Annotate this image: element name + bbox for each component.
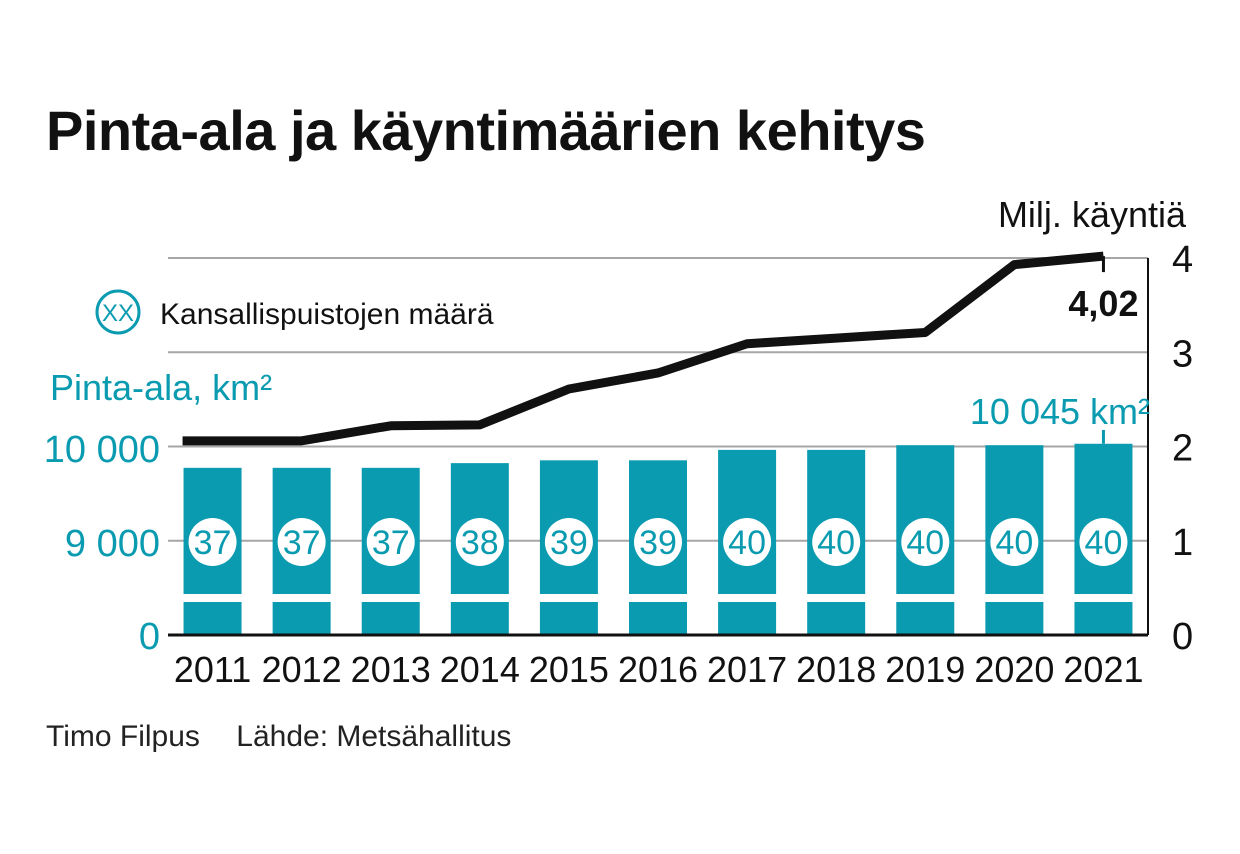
- labels: 4,02 10 045 km²: [970, 256, 1150, 444]
- x-tick-2017: 2017: [707, 649, 787, 690]
- park-count-badge-2018: [812, 518, 861, 566]
- x-tick-2018: 2018: [796, 649, 876, 690]
- grid-lines: [168, 257, 1148, 542]
- bar-base-2016: [629, 602, 687, 635]
- park-count-2016: 39: [639, 524, 677, 562]
- park-count-2018: 40: [817, 524, 855, 562]
- x-tick-2021: 2021: [1063, 649, 1143, 690]
- right-tick-4: 4: [1172, 239, 1193, 281]
- x-tick-2014: 2014: [440, 649, 520, 690]
- x-tick-2011: 2011: [174, 649, 251, 690]
- bars: 37 37 37 38 39 39 40 40 40 40 40: [183, 443, 1133, 635]
- x-tick-2012: 2012: [262, 649, 342, 690]
- left-axis-label: Pinta-ala, km²: [50, 367, 272, 408]
- bar-base-2018: [807, 602, 866, 635]
- park-count-badge-2011: [188, 518, 237, 566]
- bar-base-2014: [450, 602, 509, 635]
- bar-base-2020: [985, 602, 1044, 635]
- park-count-badge-2014: [455, 518, 504, 566]
- bar-base-2015: [539, 602, 598, 635]
- bar-base-2012: [272, 602, 331, 635]
- x-tick-2013: 2013: [351, 649, 431, 690]
- bar-base-2019: [896, 602, 955, 635]
- park-count-2020: 40: [995, 524, 1033, 562]
- park-count-badge-2017: [723, 518, 772, 566]
- x-tick-2016: 2016: [618, 649, 698, 690]
- right-tick-0: 0: [1172, 616, 1193, 658]
- chart-title: Pinta-ala ja käyntimäärien kehitys: [46, 99, 926, 162]
- left-tick-10000: 10 000: [44, 429, 160, 471]
- credits: Timo Filpus Lähde: Metsähallitus: [46, 720, 511, 754]
- park-count-2015: 39: [550, 524, 588, 562]
- park-count-2017: 40: [728, 524, 766, 562]
- right-axis-label: Milj. käyntiä: [998, 194, 1187, 235]
- park-count-badge-2015: [544, 518, 593, 566]
- x-tick-2019: 2019: [885, 649, 965, 690]
- bar-base-2021: [1074, 602, 1133, 635]
- park-count-2014: 38: [461, 524, 499, 562]
- visits-line: [182, 251, 1104, 446]
- park-count-badge-2012: [277, 518, 326, 566]
- left-tick-9000: 9 000: [65, 523, 160, 565]
- park-count-2019: 40: [906, 524, 944, 562]
- last-visits-label: 4,02: [1068, 283, 1138, 324]
- source-credit: Lähde: Metsähallitus: [236, 720, 512, 753]
- bar-base-2011: [183, 602, 242, 635]
- bar-base-2017: [718, 602, 777, 635]
- legend: XX Kansallispuistojen määrä: [95, 289, 494, 335]
- park-count-2012: 37: [283, 524, 321, 562]
- park-count-badge-2020: [990, 518, 1039, 566]
- park-count-badge-2013: [366, 518, 415, 566]
- last-area-label: 10 045 km²: [970, 391, 1150, 432]
- visits-polyline: [182, 251, 1104, 446]
- x-tick-2015: 2015: [529, 649, 609, 690]
- right-tick-2: 2: [1172, 428, 1193, 470]
- x-tick-2020: 2020: [974, 649, 1054, 690]
- park-count-2011: 37: [194, 524, 232, 562]
- left-tick-0: 0: [139, 616, 160, 658]
- park-count-2013: 37: [372, 524, 410, 562]
- right-tick-3: 3: [1172, 333, 1193, 375]
- bar-base-2013: [361, 602, 420, 635]
- right-tick-1: 1: [1172, 522, 1193, 564]
- park-count-2021: 40: [1085, 524, 1123, 562]
- park-count-badge-2021: [1079, 518, 1128, 566]
- park-count-badge-2019: [901, 518, 950, 566]
- legend-badge-circle: [95, 289, 141, 335]
- legend-badge-text: XX: [102, 300, 134, 327]
- legend-label: Kansallispuistojen määrä: [160, 298, 494, 331]
- author-credit: Timo Filpus: [46, 720, 200, 753]
- park-count-badge-2016: [634, 518, 682, 566]
